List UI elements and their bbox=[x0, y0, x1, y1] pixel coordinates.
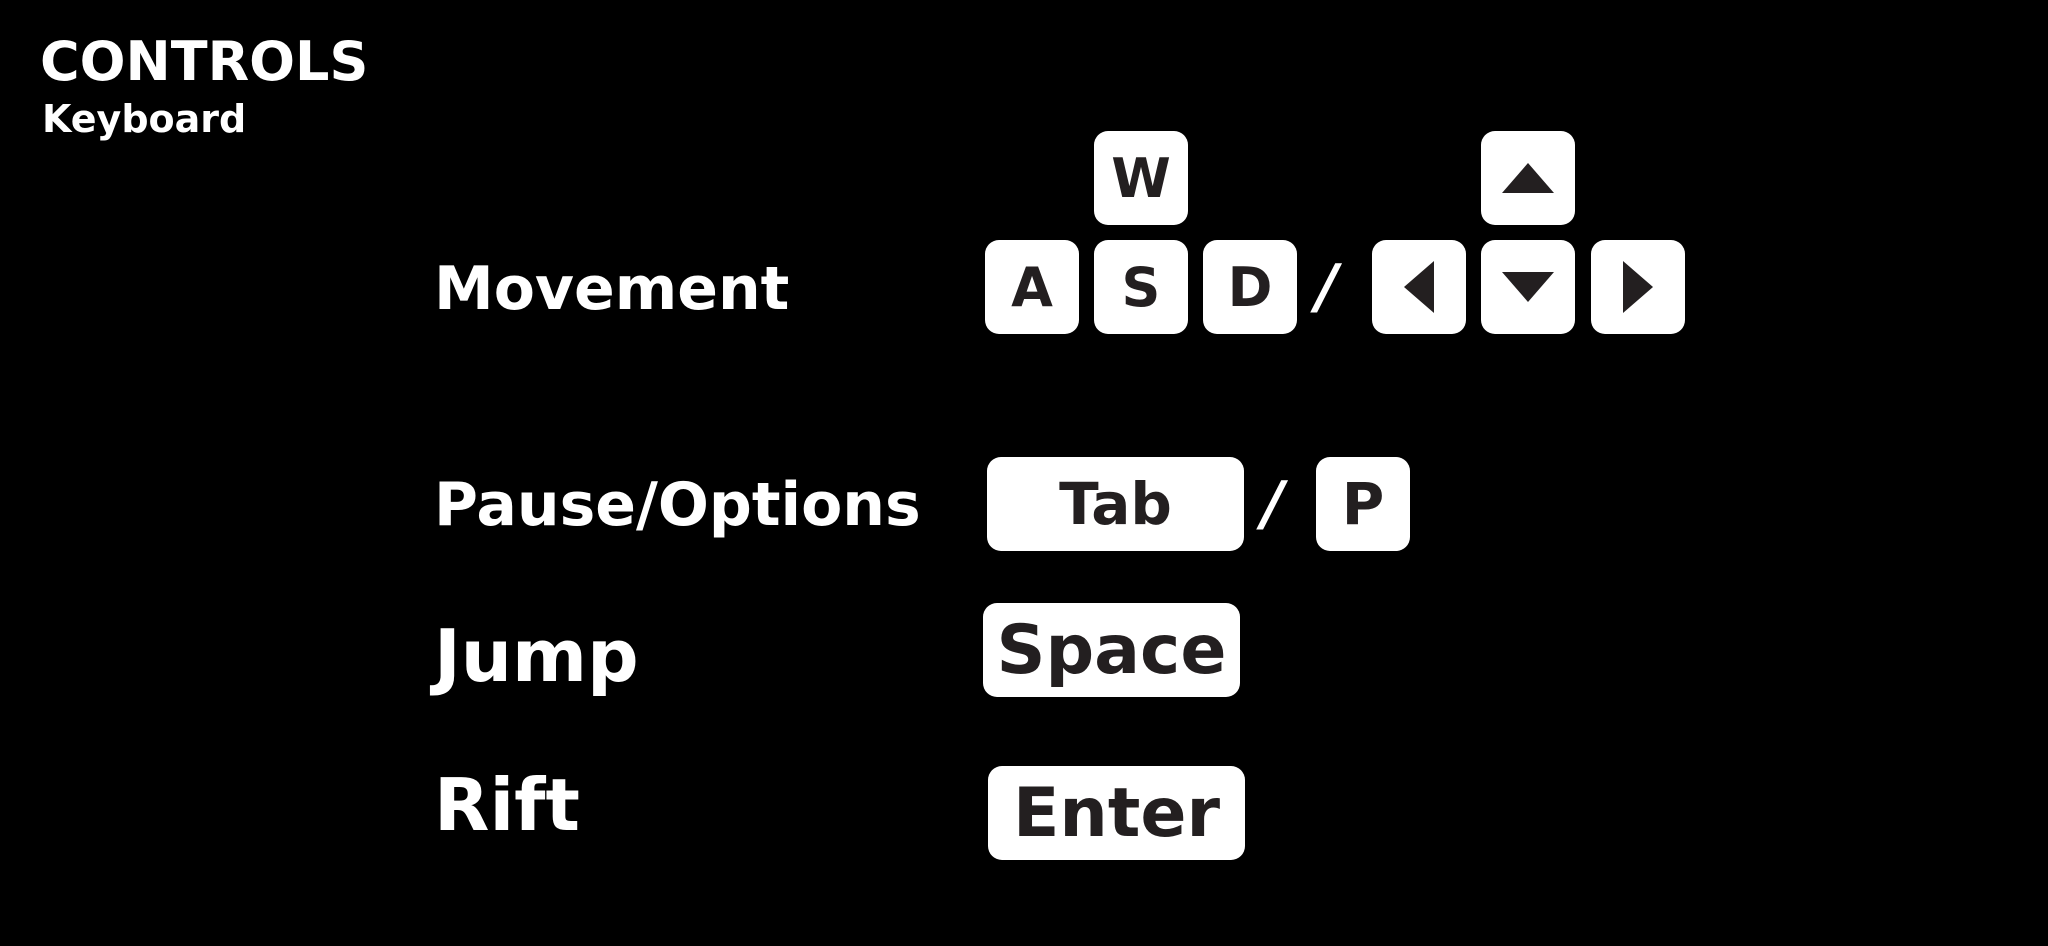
rift-label: Rift bbox=[434, 763, 580, 847]
key-a: A bbox=[985, 240, 1079, 334]
key-arrow-down bbox=[1481, 240, 1575, 334]
jump-label: Jump bbox=[434, 614, 639, 698]
key-w: W bbox=[1094, 131, 1188, 225]
pause-separator: / bbox=[1262, 469, 1284, 539]
key-arrow-up bbox=[1481, 131, 1575, 225]
key-arrow-right bbox=[1591, 240, 1685, 334]
movement-separator: / bbox=[1316, 252, 1338, 322]
movement-label: Movement bbox=[434, 254, 790, 324]
key-enter: Enter bbox=[988, 766, 1245, 860]
key-p: P bbox=[1316, 457, 1410, 551]
arrow-right-icon bbox=[1623, 261, 1653, 313]
arrow-down-icon bbox=[1502, 272, 1554, 302]
key-arrow-left bbox=[1372, 240, 1466, 334]
key-d: D bbox=[1203, 240, 1297, 334]
arrow-up-icon bbox=[1502, 163, 1554, 193]
key-s: S bbox=[1094, 240, 1188, 334]
pause-options-label: Pause/Options bbox=[434, 470, 921, 540]
page-title: CONTROLS bbox=[40, 30, 369, 93]
key-tab: Tab bbox=[987, 457, 1244, 551]
arrow-left-icon bbox=[1404, 261, 1434, 313]
key-space: Space bbox=[983, 603, 1240, 697]
page-subtitle: Keyboard bbox=[42, 97, 247, 141]
